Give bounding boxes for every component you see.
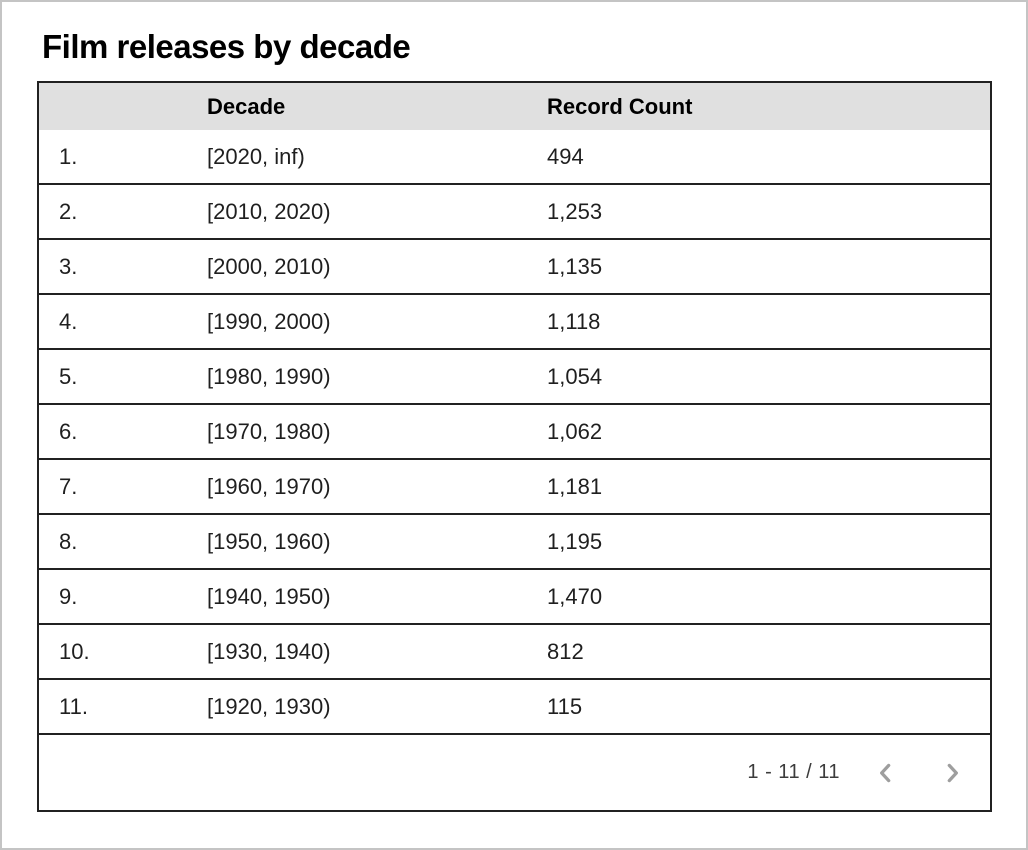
decade-cell: [1960, 1970) xyxy=(207,473,331,499)
decade-cell: [1980, 1990) xyxy=(207,363,331,389)
header-cell-decade[interactable]: Decade xyxy=(207,93,286,119)
record-count-cell: 494 xyxy=(547,143,584,169)
record-count-cell: 1,054 xyxy=(547,363,603,389)
table-row: 10. [1930, 1940) 812 xyxy=(39,625,990,680)
table-row: 9. [1940, 1950) 1,470 xyxy=(39,570,990,625)
row-index-cell: 4. xyxy=(59,308,78,334)
row-index-cell: 10. xyxy=(59,638,90,664)
row-index-cell: 9. xyxy=(59,583,78,609)
row-index-cell: 3. xyxy=(59,253,78,279)
row-index-cell: 6. xyxy=(59,418,78,444)
row-index-cell: 7. xyxy=(59,473,78,499)
record-count-cell: 1,195 xyxy=(547,528,603,554)
table-body: 1. [2020, inf) 494 2. [2010, 2020) 1,253… xyxy=(39,130,990,735)
record-count-cell: 1,062 xyxy=(547,418,603,444)
data-table: Decade Record Count 1. [2020, inf) 494 2… xyxy=(37,81,992,812)
header-cell-record-count[interactable]: Record Count xyxy=(547,93,693,119)
decade-cell: [1920, 1930) xyxy=(207,693,331,719)
table-header-row: Decade Record Count xyxy=(39,83,990,130)
table-row: 2. [2010, 2020) 1,253 xyxy=(39,185,990,240)
record-count-cell: 1,118 xyxy=(547,308,601,334)
record-count-cell: 812 xyxy=(547,638,584,664)
record-count-cell: 1,135 xyxy=(547,253,603,279)
table-row: 11. [1920, 1930) 115 xyxy=(39,680,990,735)
header-cell-index xyxy=(39,83,207,130)
row-index-cell: 8. xyxy=(59,528,78,554)
table-row: 6. [1970, 1980) 1,062 xyxy=(39,405,990,460)
pagination-prev-button[interactable] xyxy=(866,753,906,793)
table-row: 4. [1990, 2000) 1,118 xyxy=(39,295,990,350)
pagination-range-label: 1 - 11 / 11 xyxy=(747,761,840,783)
record-count-cell: 1,181 xyxy=(547,473,603,499)
table-row: 5. [1980, 1990) 1,054 xyxy=(39,350,990,405)
table-row: 3. [2000, 2010) 1,135 xyxy=(39,240,990,295)
record-count-cell: 1,470 xyxy=(547,583,603,609)
decade-cell: [2020, inf) xyxy=(207,143,305,169)
row-index-cell: 1. xyxy=(59,143,78,169)
decade-cell: [2010, 2020) xyxy=(207,198,331,224)
row-index-cell: 2. xyxy=(59,198,78,224)
table-title: Film releases by decade xyxy=(42,28,411,65)
table-row: 7. [1960, 1970) 1,181 xyxy=(39,460,990,515)
record-count-cell: 115 xyxy=(547,693,583,719)
decade-cell: [2000, 2010) xyxy=(207,253,331,279)
table-row: 1. [2020, inf) 494 xyxy=(39,130,990,185)
chevron-right-icon xyxy=(939,760,965,786)
row-index-cell: 11. xyxy=(59,693,88,719)
row-index-cell: 5. xyxy=(59,363,78,389)
decade-cell: [1970, 1980) xyxy=(207,418,331,444)
decade-cell: [1940, 1950) xyxy=(207,583,331,609)
decade-cell: [1950, 1960) xyxy=(207,528,331,554)
decade-cell: [1990, 2000) xyxy=(207,308,331,334)
pagination-next-button[interactable] xyxy=(932,753,972,793)
table-row: 8. [1950, 1960) 1,195 xyxy=(39,515,990,570)
chevron-left-icon xyxy=(873,760,899,786)
record-count-cell: 1,253 xyxy=(547,198,603,224)
table-pagination-bar: 1 - 11 / 11 xyxy=(39,735,990,810)
decade-cell: [1930, 1940) xyxy=(207,638,331,664)
